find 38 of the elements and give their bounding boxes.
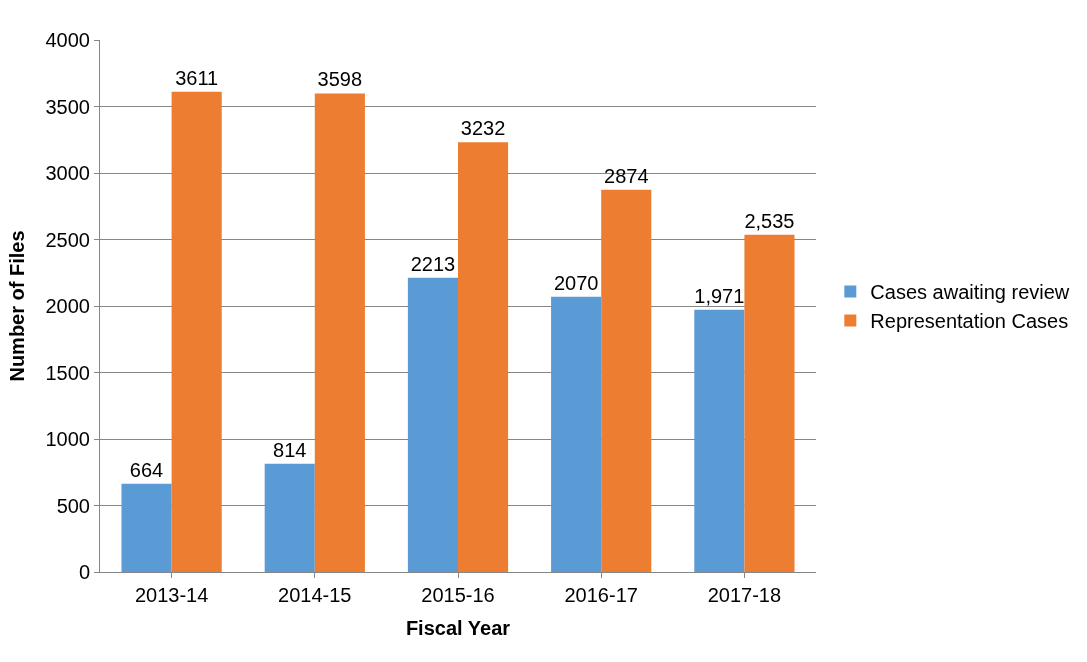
data-label: 3598 bbox=[317, 68, 363, 91]
bar bbox=[264, 463, 315, 572]
bar bbox=[314, 93, 365, 572]
y-tick-label: 2000 bbox=[45, 295, 90, 317]
y-tick-label: 2500 bbox=[45, 228, 90, 251]
bar bbox=[601, 189, 652, 572]
x-tick-label: 2016-17 bbox=[564, 584, 638, 606]
bar bbox=[744, 234, 795, 572]
bar bbox=[551, 296, 602, 572]
data-label: 3232 bbox=[460, 117, 506, 140]
bar bbox=[694, 309, 745, 572]
data-label: 2874 bbox=[604, 164, 649, 187]
y-tick-label: 1000 bbox=[45, 428, 90, 450]
data-label: 664 bbox=[129, 458, 164, 481]
x-tick-label: 2015-16 bbox=[421, 584, 495, 606]
bar bbox=[121, 483, 172, 572]
data-label: 1,971 bbox=[694, 284, 745, 307]
y-tick-label: 3000 bbox=[45, 162, 90, 184]
y-tick-label: 3500 bbox=[45, 95, 90, 118]
y-axis-title: Number of Files bbox=[6, 230, 28, 382]
x-tick-label: 2017-18 bbox=[707, 584, 782, 606]
data-label: 814 bbox=[273, 438, 307, 461]
y-tick-label: 4000 bbox=[45, 29, 90, 51]
y-tick-label: 500 bbox=[56, 494, 90, 517]
data-label: 3611 bbox=[175, 66, 219, 89]
x-tick-label: 2013-14 bbox=[134, 584, 209, 606]
data-label: 2,535 bbox=[744, 209, 795, 232]
bar bbox=[171, 91, 222, 572]
data-label: 2213 bbox=[410, 252, 456, 275]
bar bbox=[458, 142, 509, 572]
bar bbox=[407, 277, 458, 572]
data-label: 2070 bbox=[553, 271, 599, 294]
x-tick-label: 2014-15 bbox=[278, 584, 352, 606]
legend-label: Cases awaiting review bbox=[870, 281, 1070, 304]
y-tick-label: 0 bbox=[78, 561, 90, 583]
x-axis-title: Fiscal Year bbox=[405, 616, 511, 639]
y-tick-label: 1500 bbox=[45, 361, 90, 384]
legend-label: Representation Cases bbox=[870, 310, 1069, 333]
